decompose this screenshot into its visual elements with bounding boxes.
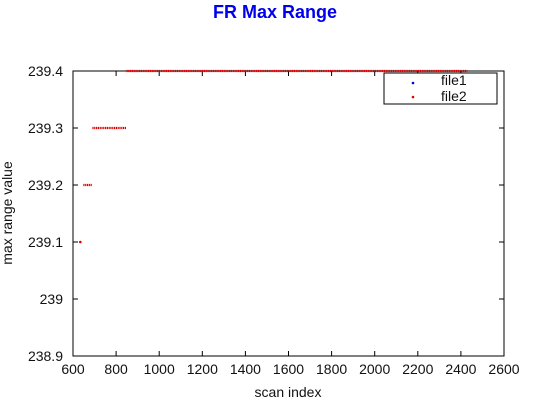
- legend-label-file1: file1: [441, 72, 467, 88]
- y-tick-label: 239.1: [28, 234, 63, 250]
- y-tick-label: 239: [40, 291, 64, 307]
- plot-frame: [72, 70, 505, 357]
- legend-label-file2: file2: [441, 88, 467, 104]
- x-axis: 600 800 1000 1200 1400 1600 1800 2000 2200 2400 26…: [61, 71, 520, 377]
- x-tick-label: 2200: [402, 361, 433, 377]
- legend-marker-file2: [411, 95, 415, 99]
- legend: file1 file2: [383, 72, 498, 105]
- x-tick-label: 1800: [316, 361, 347, 377]
- chart-title: FR Max Range: [213, 2, 337, 22]
- legend-box: [383, 72, 498, 105]
- x-tick-label: 800: [104, 361, 128, 377]
- data-point-file2: [79, 240, 82, 244]
- legend-marker-file1: [411, 81, 415, 85]
- y-tick-label: 239.2: [28, 177, 63, 193]
- y-tick-label: 239.3: [28, 120, 63, 136]
- x-axis-label: scan index: [255, 384, 322, 400]
- x-tick-label: 1200: [187, 361, 218, 377]
- y-axis: 238.9 239 239.1 239.2 239.3 239.4: [28, 63, 504, 364]
- x-tick-label: 2400: [445, 361, 476, 377]
- x-tick-label: 2600: [488, 361, 519, 377]
- x-tick-label: 600: [61, 361, 85, 377]
- x-tick-label: 1000: [144, 361, 175, 377]
- x-tick-label: 2000: [359, 361, 390, 377]
- y-axis-label: max range value: [0, 161, 15, 265]
- plot-area: [79, 69, 468, 244]
- y-tick-label: 238.9: [28, 348, 63, 364]
- x-tick-label: 1400: [230, 361, 261, 377]
- x-tick-label: 1600: [273, 361, 304, 377]
- y-tick-label: 239.4: [28, 63, 63, 79]
